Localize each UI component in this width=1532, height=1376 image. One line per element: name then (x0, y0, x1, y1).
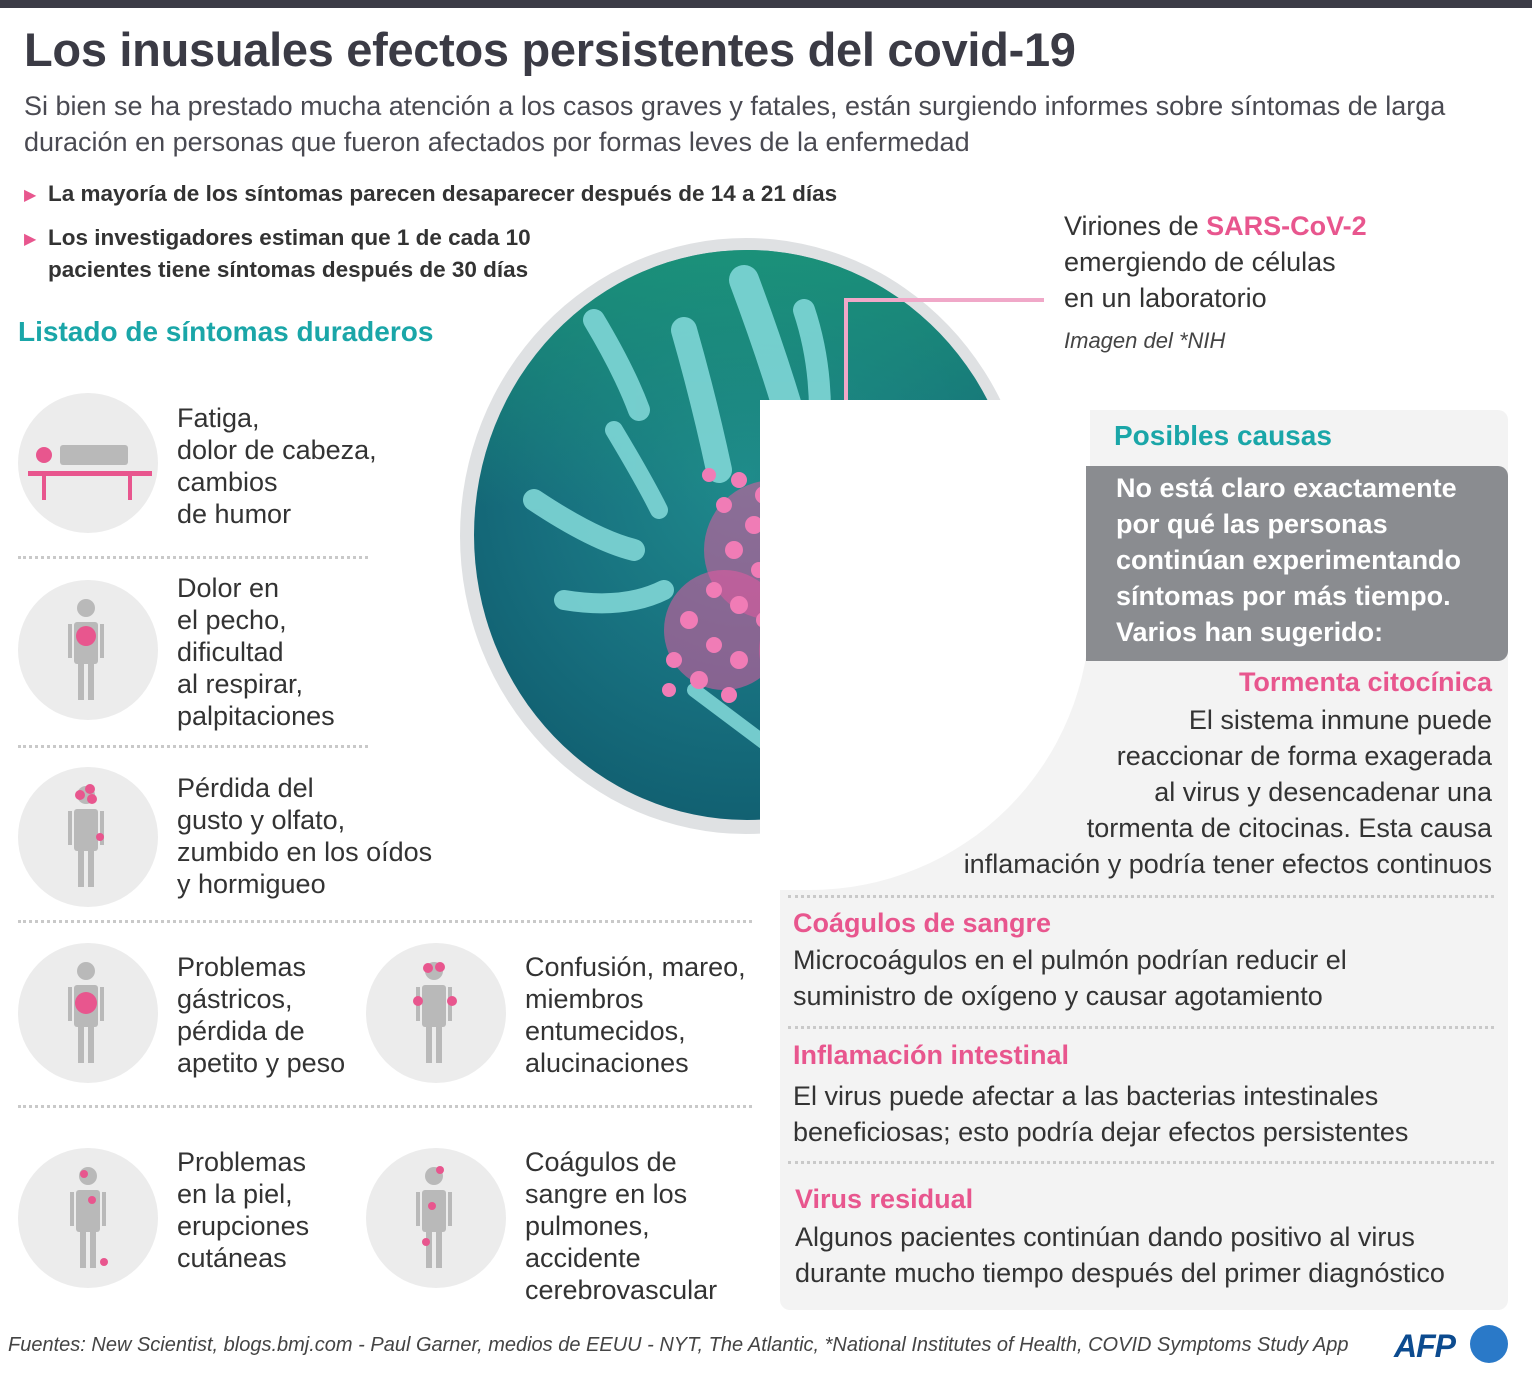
divider (18, 1105, 752, 1108)
cause-text-4: Algunos pacientes continúan dando positi… (795, 1222, 1445, 1288)
symptom-text-5: Confusión, mareo, miembros entumecidos, alu… (525, 952, 746, 1078)
image-credit: Imagen del *NIH (1064, 328, 1226, 353)
person-stomach-icon (18, 943, 158, 1083)
cause-text-1: El sistema inmune puede reaccionar de for… (963, 705, 1492, 879)
virion-caption: Viriones de SARS-CoV-2 emergiendo de cél… (1064, 211, 1367, 313)
subtitle: Si bien se ha prestado mucha atención a … (24, 91, 1446, 157)
person-limbs-icon (366, 943, 506, 1083)
symptom-text-2: Dolor en el pecho, dificultad al respirar, p… (177, 573, 335, 731)
person-clots-icon (366, 1148, 506, 1288)
cause-heading-1: Tormenta citocínica (1238, 667, 1492, 697)
cause-heading-4: Virus residual (795, 1184, 974, 1214)
cause-heading-2: Coágulos de sangre (793, 908, 1052, 938)
cause-text-2: Microcoágulos en el pulmón podrían reduc… (793, 945, 1347, 1011)
bed-icon (18, 393, 158, 533)
cause-text-3: El virus puede afectar a las bacterias i… (793, 1081, 1409, 1147)
page-title: Los inusuales efectos persistentes del c… (24, 23, 1076, 76)
bullet-2: ▶ Los investigadores estiman que 1 de ca… (24, 225, 531, 282)
person-skin-icon (18, 1148, 158, 1288)
symptom-text-7: Coágulos de sangre en los pulmones, acciden… (525, 1147, 718, 1305)
afp-logo: AFP (1394, 1328, 1456, 1364)
causes-title: Posibles causas (1114, 420, 1332, 451)
triangle-bullet-icon: ▶ (24, 187, 37, 204)
sources-footer: Fuentes: New Scientist, blogs.bmj.com - … (8, 1334, 1349, 1356)
causes-intro-box (1086, 466, 1508, 661)
causes-intro-text: No está claro exactamente por qué las pe… (1116, 473, 1462, 647)
symptom-text-3: Pérdida del gusto y olfato, zumbido en los… (177, 773, 433, 899)
bullet-1: ▶ La mayoría de los síntomas parecen des… (24, 178, 837, 210)
symptom-text-6: Problemas en la piel, erupciones cutáneas (177, 1147, 310, 1273)
cause-heading-3: Inflamación intestinal (793, 1040, 1070, 1070)
divider (788, 1026, 1494, 1029)
divider (788, 895, 1494, 898)
person-chest-icon (18, 580, 158, 720)
symptom-text-4: Problemas gástricos, pérdida de apetito y p… (177, 952, 346, 1078)
divider (18, 920, 752, 923)
divider (18, 556, 368, 559)
symptoms-list-title: Listado de síntomas duraderos (18, 316, 434, 347)
top-bar (0, 0, 1532, 8)
afp-logo-dot-icon (1470, 1325, 1508, 1363)
divider (18, 745, 368, 748)
person-head-icon (18, 767, 158, 907)
triangle-bullet-icon: ▶ (24, 231, 37, 248)
symptom-text-1: Fatiga, dolor de cabeza, cambios de humor (177, 403, 377, 529)
divider (788, 1161, 1494, 1164)
